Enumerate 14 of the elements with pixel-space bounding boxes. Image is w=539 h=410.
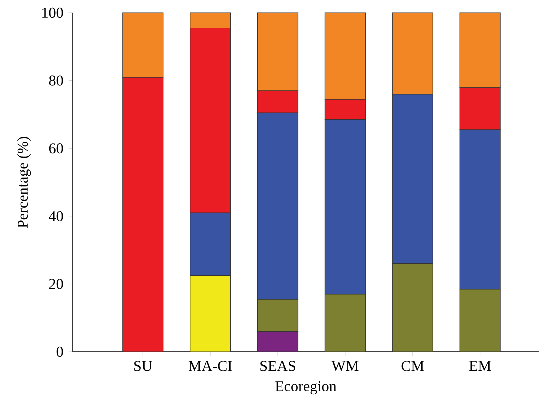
x-tick-label: WM xyxy=(332,361,359,372)
y-tick-label: 20 xyxy=(49,279,64,290)
x-axis-title: Ecoregion xyxy=(276,381,337,395)
x-tick-label: MA-CI xyxy=(188,361,232,372)
x-tick-label: SEAS xyxy=(260,361,296,372)
y-tick-label: 40 xyxy=(49,211,64,222)
x-tick-label: SU xyxy=(134,361,152,372)
x-tick-label: EM xyxy=(470,361,492,372)
y-tick-label: 60 xyxy=(49,144,64,154)
y-tick-label: 80 xyxy=(49,76,64,86)
y-tick-label: 100 xyxy=(42,8,64,18)
x-tick-label: CM xyxy=(402,361,424,372)
y-axis-title: Percentage (%) xyxy=(17,137,32,228)
y-tick-label: 0 xyxy=(56,346,64,358)
